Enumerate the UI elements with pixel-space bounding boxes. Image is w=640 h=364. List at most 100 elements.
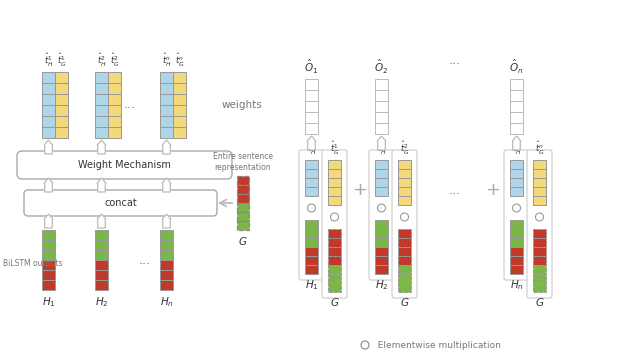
FancyBboxPatch shape xyxy=(392,150,417,298)
FancyBboxPatch shape xyxy=(533,160,546,169)
FancyBboxPatch shape xyxy=(305,256,318,265)
FancyBboxPatch shape xyxy=(42,116,55,127)
FancyBboxPatch shape xyxy=(305,123,318,134)
Text: $\hat{t}^2_H$: $\hat{t}^2_H$ xyxy=(377,140,387,157)
FancyBboxPatch shape xyxy=(55,83,68,94)
FancyBboxPatch shape xyxy=(375,79,388,90)
FancyBboxPatch shape xyxy=(305,220,318,229)
FancyBboxPatch shape xyxy=(237,203,249,212)
FancyBboxPatch shape xyxy=(398,169,411,178)
FancyBboxPatch shape xyxy=(398,160,411,169)
Text: $\hat{t}^2_G$: $\hat{t}^2_G$ xyxy=(400,140,410,157)
Polygon shape xyxy=(97,140,106,154)
FancyBboxPatch shape xyxy=(305,265,318,274)
Text: $\hat{t}^n_G$: $\hat{t}^n_G$ xyxy=(534,140,544,157)
FancyBboxPatch shape xyxy=(237,221,249,230)
Text: concat: concat xyxy=(104,198,137,208)
FancyBboxPatch shape xyxy=(108,72,121,83)
FancyBboxPatch shape xyxy=(173,94,186,105)
FancyBboxPatch shape xyxy=(95,72,108,83)
FancyBboxPatch shape xyxy=(533,238,546,247)
FancyBboxPatch shape xyxy=(237,212,249,221)
FancyBboxPatch shape xyxy=(95,105,108,116)
FancyBboxPatch shape xyxy=(95,270,108,280)
FancyBboxPatch shape xyxy=(510,79,523,90)
FancyBboxPatch shape xyxy=(510,101,523,112)
Text: weights: weights xyxy=(222,100,263,110)
FancyBboxPatch shape xyxy=(95,83,108,94)
FancyBboxPatch shape xyxy=(510,160,523,169)
Circle shape xyxy=(378,204,385,212)
FancyBboxPatch shape xyxy=(55,116,68,127)
FancyBboxPatch shape xyxy=(533,169,546,178)
FancyBboxPatch shape xyxy=(95,250,108,260)
FancyBboxPatch shape xyxy=(95,260,108,270)
FancyBboxPatch shape xyxy=(55,72,68,83)
FancyBboxPatch shape xyxy=(375,229,388,238)
FancyBboxPatch shape xyxy=(173,127,186,138)
FancyBboxPatch shape xyxy=(375,256,388,265)
Text: +: + xyxy=(353,181,367,199)
FancyBboxPatch shape xyxy=(369,150,394,280)
Polygon shape xyxy=(44,178,53,192)
FancyBboxPatch shape xyxy=(305,178,318,187)
FancyBboxPatch shape xyxy=(305,229,318,238)
FancyBboxPatch shape xyxy=(510,90,523,101)
FancyBboxPatch shape xyxy=(398,178,411,187)
Text: $G$: $G$ xyxy=(400,296,409,308)
Text: $G$: $G$ xyxy=(535,296,544,308)
FancyBboxPatch shape xyxy=(533,196,546,205)
Text: $H_2$: $H_2$ xyxy=(374,278,388,292)
FancyBboxPatch shape xyxy=(398,283,411,292)
FancyBboxPatch shape xyxy=(510,229,523,238)
Text: Elementwise multiplication: Elementwise multiplication xyxy=(372,340,501,349)
FancyBboxPatch shape xyxy=(510,238,523,247)
Polygon shape xyxy=(377,136,386,150)
FancyBboxPatch shape xyxy=(375,178,388,187)
Circle shape xyxy=(307,204,316,212)
Circle shape xyxy=(513,204,520,212)
FancyBboxPatch shape xyxy=(237,185,249,194)
FancyBboxPatch shape xyxy=(375,101,388,112)
FancyBboxPatch shape xyxy=(42,250,55,260)
FancyBboxPatch shape xyxy=(328,229,341,238)
FancyBboxPatch shape xyxy=(510,178,523,187)
FancyBboxPatch shape xyxy=(299,150,324,280)
Text: Weight Mechanism: Weight Mechanism xyxy=(78,160,171,170)
FancyBboxPatch shape xyxy=(42,270,55,280)
FancyBboxPatch shape xyxy=(398,229,411,238)
FancyBboxPatch shape xyxy=(398,247,411,256)
FancyBboxPatch shape xyxy=(328,160,341,169)
FancyBboxPatch shape xyxy=(160,260,173,270)
Polygon shape xyxy=(162,214,171,228)
Text: $H_n$: $H_n$ xyxy=(509,278,524,292)
FancyBboxPatch shape xyxy=(375,220,388,229)
Polygon shape xyxy=(512,136,521,150)
Polygon shape xyxy=(44,214,53,228)
Polygon shape xyxy=(97,214,106,228)
FancyBboxPatch shape xyxy=(305,90,318,101)
FancyBboxPatch shape xyxy=(237,176,249,185)
FancyBboxPatch shape xyxy=(305,101,318,112)
Text: $\hat{t}^n_G$: $\hat{t}^n_G$ xyxy=(175,52,184,69)
FancyBboxPatch shape xyxy=(398,265,411,274)
FancyBboxPatch shape xyxy=(108,127,121,138)
Text: $\hat{t}^1_H$: $\hat{t}^1_H$ xyxy=(44,52,53,69)
FancyBboxPatch shape xyxy=(322,150,347,298)
Text: $\hat{t}^n_H$: $\hat{t}^n_H$ xyxy=(162,52,172,69)
FancyBboxPatch shape xyxy=(510,169,523,178)
FancyBboxPatch shape xyxy=(108,116,121,127)
FancyBboxPatch shape xyxy=(527,150,552,298)
FancyBboxPatch shape xyxy=(305,187,318,196)
Text: ...: ... xyxy=(449,54,461,67)
FancyBboxPatch shape xyxy=(398,256,411,265)
Circle shape xyxy=(536,213,543,221)
FancyBboxPatch shape xyxy=(510,123,523,134)
FancyBboxPatch shape xyxy=(375,265,388,274)
FancyBboxPatch shape xyxy=(328,187,341,196)
Polygon shape xyxy=(162,140,171,154)
FancyBboxPatch shape xyxy=(108,105,121,116)
FancyBboxPatch shape xyxy=(108,94,121,105)
Circle shape xyxy=(330,213,339,221)
Text: ...: ... xyxy=(124,99,136,111)
